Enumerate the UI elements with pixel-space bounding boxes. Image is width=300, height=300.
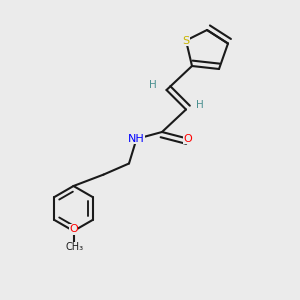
Text: O: O xyxy=(183,134,192,144)
Text: CH₃: CH₃ xyxy=(66,242,84,253)
Text: H: H xyxy=(149,80,157,91)
Text: S: S xyxy=(182,35,190,46)
Text: NH: NH xyxy=(128,134,145,144)
Text: O: O xyxy=(69,224,78,235)
Text: H: H xyxy=(196,100,203,110)
